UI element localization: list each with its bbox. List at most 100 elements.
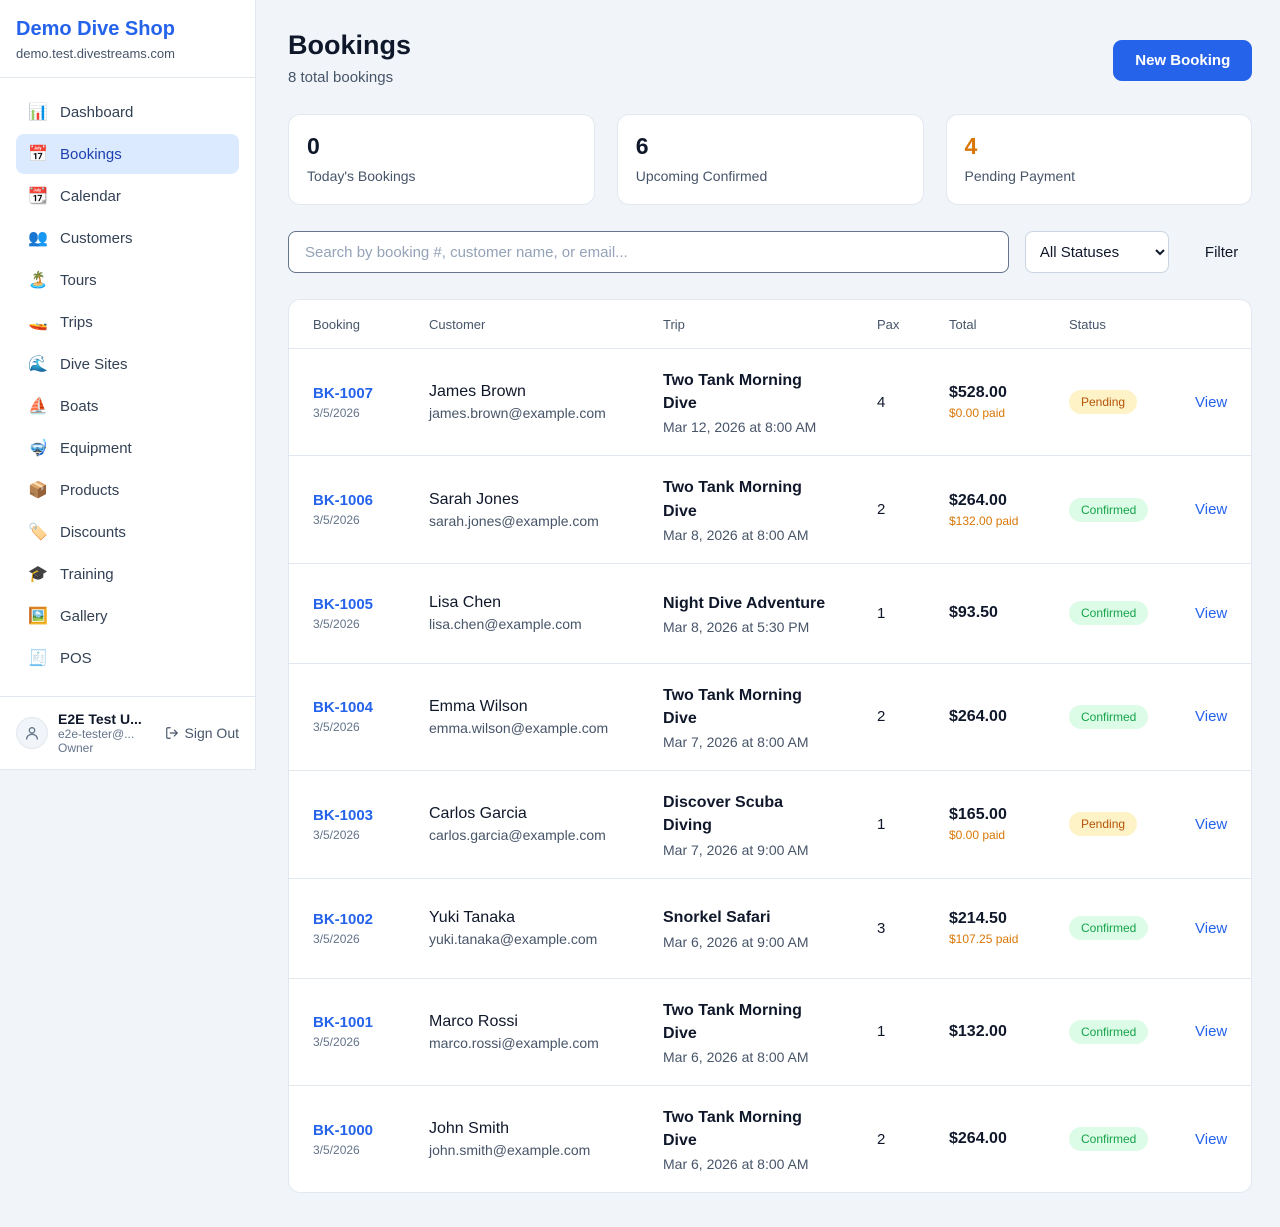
sidebar-item[interactable]: ⛵ Boats bbox=[16, 386, 239, 426]
view-link[interactable]: View bbox=[1195, 1023, 1228, 1041]
customer-cell: James Brown james.brown@example.com bbox=[429, 383, 663, 421]
booking-id-link[interactable]: BK-1004 bbox=[313, 699, 374, 717]
booking-id-link[interactable]: BK-1005 bbox=[313, 595, 374, 613]
trip-cell: Two Tank Morning Dive Mar 8, 2026 at 8:0… bbox=[663, 476, 877, 542]
sidebar-item[interactable]: 🌊 Dive Sites bbox=[16, 344, 239, 384]
status-badge: Pending bbox=[1069, 390, 1138, 415]
sidebar-item[interactable]: 📅 Bookings bbox=[16, 134, 239, 174]
booking-cell: BK-1007 3/5/2026 bbox=[313, 385, 429, 420]
sidebar-item[interactable]: 📆 Calendar bbox=[16, 176, 239, 216]
sidebar-item[interactable]: 🏝️ Tours bbox=[16, 260, 239, 300]
booking-created-date: 3/5/2026 bbox=[313, 513, 360, 528]
status-badge: Confirmed bbox=[1069, 916, 1149, 940]
status-badge: Confirmed bbox=[1069, 497, 1149, 522]
sidebar-item-icon: 🏷️ bbox=[28, 524, 48, 541]
sidebar-item-icon: ⛵ bbox=[28, 398, 48, 415]
booking-id-link[interactable]: BK-1003 bbox=[313, 806, 374, 824]
customer-email: emma.wilson@example.com bbox=[429, 719, 609, 736]
total-cell: $264.00 $132.00 paid bbox=[949, 492, 1069, 528]
pax-cell: 1 bbox=[877, 604, 886, 622]
customer-cell: Emma Wilson emma.wilson@example.com bbox=[429, 698, 663, 736]
customer-cell: Sarah Jones sarah.jones@example.com bbox=[429, 491, 663, 529]
sidebar-item[interactable]: 📊 Dashboard bbox=[16, 92, 239, 132]
booking-created-date: 3/5/2026 bbox=[313, 616, 360, 631]
booking-id-link[interactable]: BK-1000 bbox=[313, 1121, 374, 1139]
sidebar-item-label: Trips bbox=[60, 313, 93, 331]
booking-created-date: 3/5/2026 bbox=[313, 405, 360, 420]
brand-block: Demo Dive Shop demo.test.divestreams.com bbox=[0, 0, 255, 78]
booking-id-link[interactable]: BK-1001 bbox=[313, 1014, 374, 1032]
trip-cell: Snorkel Safari Mar 6, 2026 at 9:00 AM bbox=[663, 906, 877, 949]
sidebar-item-label: Calendar bbox=[60, 187, 121, 205]
booking-created-date: 3/5/2026 bbox=[313, 1142, 360, 1157]
booking-id-link[interactable]: BK-1006 bbox=[313, 492, 374, 510]
customer-name: Lisa Chen bbox=[429, 594, 502, 612]
customer-name: Emma Wilson bbox=[429, 697, 528, 715]
sidebar-item[interactable]: 🚤 Trips bbox=[16, 302, 239, 342]
customer-name: Carlos Garcia bbox=[429, 805, 527, 823]
total-amount: $214.50 bbox=[949, 910, 1007, 927]
booking-cell: BK-1001 3/5/2026 bbox=[313, 1014, 429, 1049]
sidebar-item[interactable]: 🖼️ Gallery bbox=[16, 596, 239, 636]
view-link[interactable]: View bbox=[1195, 501, 1228, 519]
pax-cell: 4 bbox=[877, 393, 886, 411]
total-amount: $264.00 bbox=[949, 707, 1007, 725]
view-link[interactable]: View bbox=[1195, 393, 1228, 411]
sidebar-item[interactable]: 🏷️ Discounts bbox=[16, 512, 239, 552]
status-cell: Confirmed bbox=[1069, 1127, 1195, 1152]
sidebar-item-icon: 📅 bbox=[28, 146, 48, 163]
sidebar-item-icon: 🏝️ bbox=[28, 272, 48, 289]
booking-id-link[interactable]: BK-1002 bbox=[313, 910, 374, 928]
sidebar-item-label: Boats bbox=[60, 397, 99, 415]
status-cell: Confirmed bbox=[1069, 497, 1195, 522]
status-select[interactable]: All Statuses bbox=[1024, 231, 1169, 273]
trip-name: Two Tank Morning Dive bbox=[663, 1001, 802, 1042]
stat-value: 0 bbox=[307, 133, 320, 159]
customer-email: lisa.chen@example.com bbox=[429, 616, 582, 633]
column-header-customer: Customer bbox=[429, 316, 486, 332]
sidebar-item-label: Bookings bbox=[60, 145, 122, 163]
view-link[interactable]: View bbox=[1195, 708, 1228, 726]
sign-out-button[interactable]: Sign Out bbox=[165, 725, 239, 741]
sidebar-item[interactable]: 🎓 Training bbox=[16, 554, 239, 594]
status-badge: Confirmed bbox=[1069, 601, 1149, 626]
view-link[interactable]: View bbox=[1195, 815, 1228, 833]
sidebar-item[interactable]: 👥 Customers bbox=[16, 218, 239, 258]
sidebar-item[interactable]: 🤿 Equipment bbox=[16, 428, 239, 468]
sign-out-label: Sign Out bbox=[184, 725, 239, 741]
customer-email: john.smith@example.com bbox=[429, 1142, 591, 1159]
filter-button[interactable]: Filter bbox=[1204, 243, 1239, 261]
sidebar-item[interactable]: 🧾 POS bbox=[16, 638, 239, 678]
booking-id-link[interactable]: BK-1007 bbox=[313, 384, 374, 402]
customer-name: John Smith bbox=[429, 1120, 510, 1138]
booking-created-date: 3/5/2026 bbox=[313, 931, 360, 946]
trip-cell: Night Dive Adventure Mar 8, 2026 at 5:30… bbox=[663, 592, 877, 635]
sidebar-item-icon: 🧾 bbox=[28, 650, 48, 667]
trip-date: Mar 8, 2026 at 8:00 AM bbox=[663, 526, 809, 543]
view-link[interactable]: View bbox=[1195, 1130, 1228, 1148]
total-cell: $214.50 $107.25 paid bbox=[949, 910, 1069, 946]
sidebar-item[interactable]: 📦 Products bbox=[16, 470, 239, 510]
total-amount: $528.00 bbox=[949, 384, 1007, 402]
sidebar-item-icon: 🚤 bbox=[28, 314, 48, 331]
pax-cell: 3 bbox=[877, 919, 886, 937]
new-booking-button[interactable]: New Booking bbox=[1113, 40, 1253, 81]
brand-name: Demo Dive Shop bbox=[16, 18, 175, 40]
sidebar-item-label: POS bbox=[60, 649, 92, 667]
view-link[interactable]: View bbox=[1195, 919, 1228, 937]
trip-date: Mar 12, 2026 at 8:00 AM bbox=[663, 419, 817, 436]
customer-cell: Carlos Garcia carlos.garcia@example.com bbox=[429, 805, 663, 843]
stat-value: 4 bbox=[964, 133, 978, 159]
search-input[interactable] bbox=[288, 231, 1009, 273]
user-avatar bbox=[16, 717, 48, 749]
sidebar-item-icon: 🌊 bbox=[28, 356, 48, 373]
trip-date: Mar 7, 2026 at 8:00 AM bbox=[663, 734, 809, 751]
trip-cell: Discover Scuba Diving Mar 7, 2026 at 9:0… bbox=[663, 791, 877, 857]
customer-name: Marco Rossi bbox=[429, 1012, 518, 1030]
booking-created-date: 3/5/2026 bbox=[313, 1035, 360, 1050]
page-header-text: Bookings 8 total bookings bbox=[288, 30, 411, 86]
user-email: e2e-tester@... bbox=[58, 727, 135, 741]
customer-email: sarah.jones@example.com bbox=[429, 512, 599, 529]
view-link[interactable]: View bbox=[1195, 604, 1228, 622]
booking-cell: BK-1000 3/5/2026 bbox=[313, 1122, 429, 1157]
